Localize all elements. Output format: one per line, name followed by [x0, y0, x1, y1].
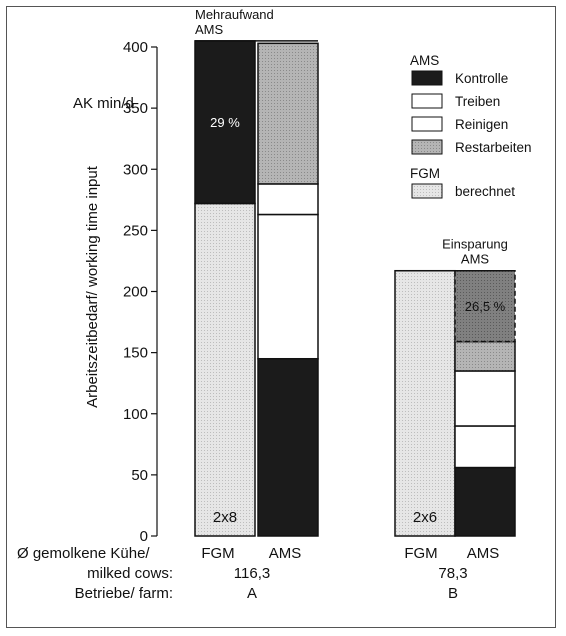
legend-label-reinigen: Reinigen	[455, 117, 508, 132]
annotation-box	[454, 269, 516, 343]
bar-segment-treiben	[454, 370, 516, 427]
annotation-title: Einsparung	[442, 237, 508, 252]
y-tick-label-200: 200	[123, 284, 148, 301]
legend-swatch-treiben	[411, 93, 443, 109]
legend-swatch-kontrolle	[411, 70, 443, 86]
y-axis-title: Arbeitszeitbedarf/ working time input	[84, 165, 101, 408]
legend-label-berechnet: berechnet	[455, 184, 515, 199]
bar-segment-kontrolle	[257, 357, 319, 537]
group-cows-a: 116,3	[234, 565, 270, 582]
legend-fgm-title: FGM	[410, 166, 440, 181]
legend-label-treiben: Treiben	[455, 94, 500, 109]
bar-ams-a	[257, 42, 319, 537]
bar-segment-restarbeiten	[257, 42, 319, 185]
row-label-farm: Betriebe/ farm:	[75, 585, 173, 602]
y-tick-label-0: 0	[140, 528, 148, 545]
legend-label-kontrolle: Kontrolle	[455, 71, 508, 86]
y-tick-label-250: 250	[123, 222, 148, 239]
bar-segment-reinigen	[257, 213, 319, 360]
legend: AMS Kontrolle Treiben Reinigen Restarbei…	[410, 53, 532, 199]
unit-label: AK min/d	[73, 95, 134, 112]
legend-ams-title: AMS	[410, 53, 439, 68]
group-farm-a: A	[247, 585, 257, 602]
legend-swatch-berechnet	[411, 183, 443, 199]
category-label-ams-b: AMS	[467, 545, 500, 562]
y-tick-label-400: 400	[123, 39, 148, 56]
y-axis: 0 50 100 150 200 250 300 350 400	[123, 39, 158, 545]
legend-swatch-reinigen	[411, 116, 443, 132]
category-label-fgm-a: FGM	[201, 545, 234, 562]
bar-ams-b	[454, 340, 516, 537]
bar-segment-berechnet	[194, 202, 256, 537]
bar-segment-kontrolle	[454, 466, 516, 537]
bar-fgm-a: 2x8	[194, 202, 256, 537]
group-cows-b: 78,3	[438, 565, 467, 582]
bar-segment-berechnet	[394, 269, 456, 537]
y-tick-label-100: 100	[123, 406, 148, 423]
annotation-subtitle: AMS	[195, 22, 224, 37]
annotation-percent: 26,5 %	[465, 299, 506, 314]
y-tick-label-50: 50	[131, 467, 148, 484]
row-header-cows: Ø gemolkene Kühe/	[17, 545, 150, 562]
legend-swatch-restarbeiten	[411, 139, 443, 155]
bar-segment-restarbeiten	[454, 340, 516, 372]
x-axis-labels: Ø gemolkene Kühe/ milked cows: Betriebe/…	[17, 545, 499, 602]
category-label-ams-a: AMS	[269, 545, 302, 562]
bar-segment-treiben	[257, 183, 319, 216]
y-tick-label-150: 150	[123, 345, 148, 362]
annotation-subtitle: AMS	[461, 252, 490, 267]
annotation-title: Mehraufwand	[195, 7, 274, 22]
y-tick-label-350: 350	[123, 100, 148, 117]
bar-label: 2x8	[213, 509, 237, 526]
category-label-fgm-b: FGM	[404, 545, 437, 562]
annotation-percent: 29 %	[210, 115, 240, 130]
bar-segment-reinigen	[454, 425, 516, 469]
group-farm-b: B	[448, 585, 458, 602]
y-tick-label-300: 300	[123, 161, 148, 178]
bars: 2x8 2x6	[194, 42, 516, 537]
bar-label: 2x6	[413, 509, 437, 526]
annotation-box	[194, 40, 256, 205]
bar-fgm-b: 2x6	[394, 269, 456, 537]
row-label-milked-cows: milked cows:	[87, 565, 173, 582]
legend-label-restarbeiten: Restarbeiten	[455, 140, 532, 155]
